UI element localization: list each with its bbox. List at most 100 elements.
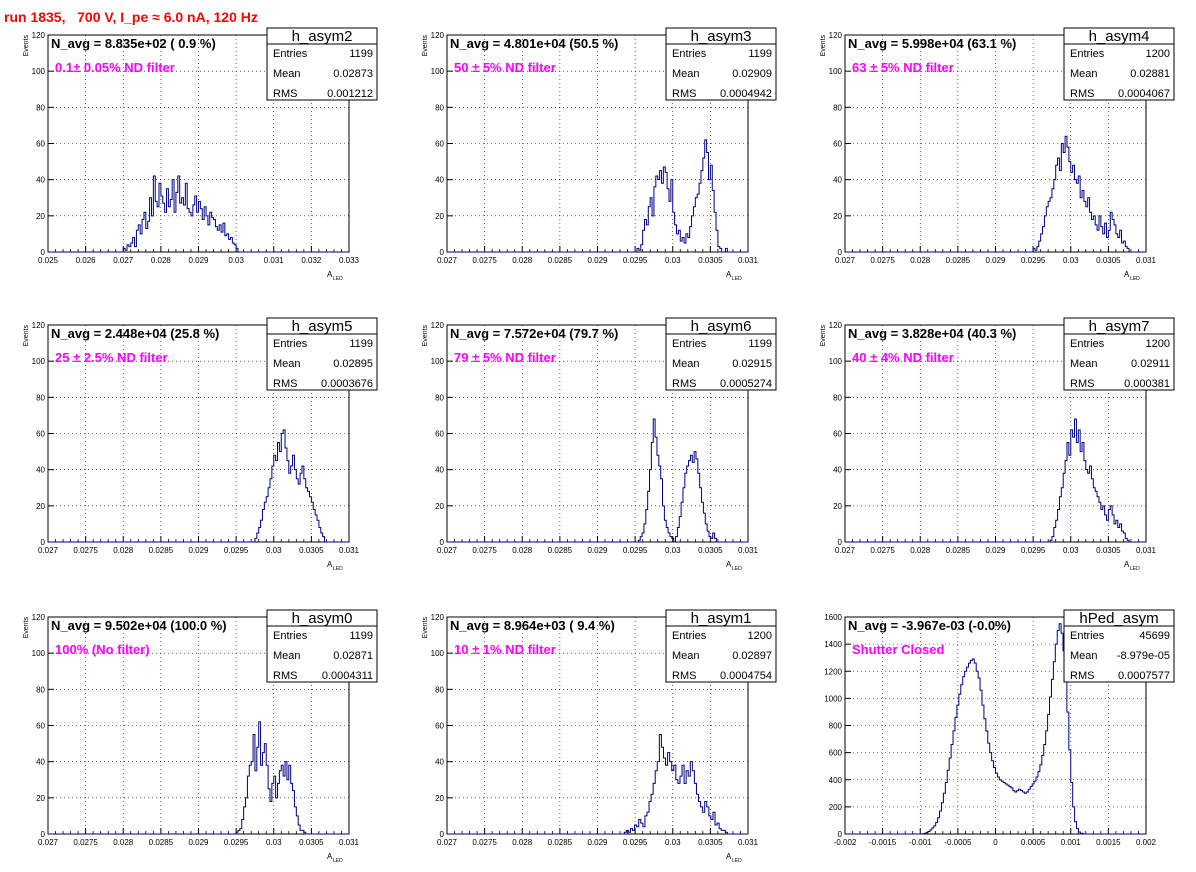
x-tick-label: 0.0295	[224, 546, 249, 555]
y-tick-label: 80	[435, 103, 444, 112]
navg-label: N_avg = -3.967e-03 (-0.0%)	[848, 618, 1011, 633]
x-tick-label: 0.031	[1136, 546, 1157, 555]
y-tick-label: 0	[838, 248, 843, 257]
stats-label: Entries	[672, 630, 707, 642]
y-tick-label: 40	[36, 758, 45, 767]
stats-value: 0.001212	[327, 88, 373, 100]
x-tick-label: 0.0275	[472, 546, 497, 555]
y-tick-label: 1400	[824, 640, 842, 649]
x-tick-label: 0.0275	[870, 546, 895, 555]
x-tick-label: 0.025	[38, 256, 59, 265]
x-tick-label: 0.0275	[73, 838, 98, 847]
x-tick-label: 0.029	[188, 546, 209, 555]
x-tick-label: 0.028	[512, 838, 533, 847]
y-tick-label: 120	[32, 321, 46, 330]
x-tick-label: 0.0295	[623, 546, 648, 555]
x-tick-label: 0.0285	[548, 256, 573, 265]
y-tick-label: 0	[41, 538, 46, 547]
x-tick-label: 0.0295	[623, 838, 648, 847]
stats-value: 0.02895	[333, 358, 373, 370]
x-tick-label: 0.03	[228, 256, 244, 265]
x-tick-label: 0.033	[339, 256, 360, 265]
y-tick-label: 120	[32, 613, 46, 622]
x-tick-label: 0.031	[738, 256, 759, 265]
stats-value: 0.02897	[732, 650, 772, 662]
x-tick-label: 0.031	[264, 256, 285, 265]
y-tick-label: 60	[36, 140, 45, 149]
stats-label: Mean	[273, 650, 301, 662]
histogram-series	[447, 139, 748, 253]
x-tick-label: 0.029	[985, 256, 1006, 265]
y-tick-label: 60	[36, 430, 45, 439]
stats-value: 0.02911	[1131, 358, 1170, 370]
histogram-series	[845, 135, 1146, 253]
stats-label: RMS	[273, 378, 297, 390]
stats-value: 0.0003676	[321, 378, 373, 390]
y-tick-label: 80	[36, 103, 45, 112]
y-tick-label: 120	[431, 613, 445, 622]
histogram-series	[48, 429, 349, 543]
x-axis-title: A	[1124, 270, 1130, 279]
x-tick-label: 0.0305	[299, 546, 324, 555]
stats-box	[1063, 27, 1175, 101]
stats-box	[266, 27, 378, 101]
histogram-panel-h_asym5: 0.027 0.0275 0.028 0.0285 0.029 0.0295 0.03 0.0…	[23, 317, 378, 572]
y-tick-label: 40	[36, 466, 45, 475]
stats-value: 1199	[748, 48, 772, 60]
x-axis-title: A	[1124, 560, 1130, 569]
y-axis-title: Events	[422, 617, 429, 639]
filter-note: 25 ± 2.5% ND filter	[55, 350, 168, 365]
x-tick-label: 0.0305	[698, 256, 723, 265]
stats-value: 0.02915	[732, 358, 772, 370]
y-tick-label: 80	[435, 685, 444, 694]
x-tick-label: 0.0305	[698, 546, 723, 555]
x-axis-title: A	[327, 852, 333, 861]
histogram-panel-h_asym7: 0.027 0.0275 0.028 0.0285 0.029 0.0295 0.03 0.0…	[820, 317, 1175, 572]
x-tick-label: 0.0015	[1096, 838, 1121, 847]
stats-value: 1199	[349, 630, 373, 642]
x-tick-label: 0.032	[301, 256, 322, 265]
x-tick-label: 0.0275	[870, 256, 895, 265]
x-tick-label: 0.029	[188, 838, 209, 847]
histogram-name: h_asym0	[292, 610, 353, 627]
x-tick-label: 0.002	[1136, 838, 1157, 847]
x-tick-label: 0.027	[437, 838, 458, 847]
navg-label: N_avg = 4.801e+04 (50.5 %)	[450, 36, 618, 51]
x-axis-title-subscript: LED	[732, 276, 742, 282]
stats-label: Mean	[672, 358, 700, 370]
y-tick-label: 100	[32, 67, 46, 76]
stats-label: Mean	[672, 68, 700, 80]
x-tick-label: 0.029	[188, 256, 209, 265]
filter-note: 0.1± 0.05% ND filter	[55, 60, 175, 75]
histogram-panel-h_asym6: 0.027 0.0275 0.028 0.0285 0.029 0.0295 0.03 0.0…	[422, 317, 777, 572]
y-tick-label: 0	[838, 830, 843, 839]
stats-label: Mean	[1070, 68, 1098, 80]
x-tick-label: 0.027	[835, 256, 856, 265]
x-tick-label: 0.027	[113, 256, 134, 265]
y-tick-label: 120	[829, 31, 843, 40]
histogram-series	[48, 721, 349, 835]
y-tick-label: 100	[829, 67, 843, 76]
x-tick-label: -0.001	[909, 838, 932, 847]
x-axis-title-subscript: LED	[732, 858, 742, 864]
y-tick-label: 100	[431, 649, 445, 658]
histogram-series	[447, 734, 748, 835]
y-tick-label: 80	[36, 393, 45, 402]
y-tick-label: 60	[833, 430, 842, 439]
stats-label: Mean	[273, 358, 301, 370]
x-tick-label: 0.0285	[548, 546, 573, 555]
y-tick-label: 400	[829, 776, 843, 785]
x-tick-label: 0.0275	[73, 546, 98, 555]
y-axis-title: Events	[422, 325, 429, 347]
x-axis-title-subscript: LED	[333, 566, 343, 572]
y-tick-label: 100	[32, 649, 46, 658]
stats-label: Entries	[1070, 630, 1105, 642]
y-tick-label: 20	[36, 502, 45, 511]
stats-label: Mean	[672, 650, 700, 662]
stats-box	[266, 317, 378, 391]
y-tick-label: 40	[435, 466, 444, 475]
stats-box	[1063, 609, 1175, 683]
stats-label: Entries	[273, 630, 308, 642]
x-tick-label: 0.0305	[1096, 256, 1121, 265]
